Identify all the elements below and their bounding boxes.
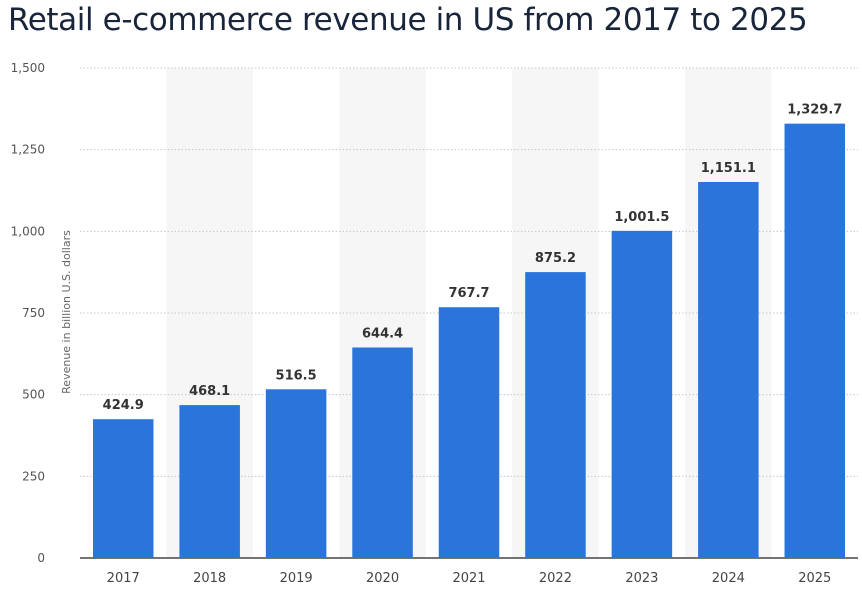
bars <box>92 123 846 559</box>
chart-title: Retail e-commerce revenue in US from 201… <box>8 2 808 38</box>
x-axis-labels: 2017 2018 2019 2020 2021 2022 2023 2024 2025 <box>107 571 832 586</box>
bar-2024 <box>698 181 759 558</box>
bar-2020 <box>352 347 413 558</box>
data-label: 644.4 <box>362 326 403 341</box>
x-tick-label: 2017 <box>107 571 140 586</box>
x-tick-label: 2025 <box>798 571 831 586</box>
data-label: 1,151.1 <box>701 161 756 176</box>
bar-2019 <box>265 389 327 558</box>
y-tick-label: 250 <box>22 469 45 483</box>
data-label: 767.7 <box>448 286 489 301</box>
data-label: 1,001.5 <box>614 210 669 225</box>
y-axis-title: Revenue in billion U.S. dollars <box>60 230 73 394</box>
y-tick-label: 1,500 <box>11 61 45 75</box>
bar-2021 <box>438 307 500 558</box>
data-label: 424.9 <box>103 398 144 413</box>
bar-2022 <box>525 272 586 558</box>
data-label: 1,329.7 <box>787 103 842 118</box>
data-label: 468.1 <box>189 384 230 399</box>
bar-2017 <box>92 419 154 558</box>
bar-2018 <box>179 405 240 558</box>
x-tick-label: 2020 <box>366 571 399 586</box>
x-tick-label: 2023 <box>625 571 658 586</box>
x-tick-label: 2022 <box>539 571 572 586</box>
x-tick-label: 2018 <box>193 571 226 586</box>
data-label: 516.5 <box>276 368 317 383</box>
data-labels: 424.9 468.1 516.5 644.4 767.7 875.2 1,001.5 1,1… <box>103 103 843 414</box>
y-tick-label: 750 <box>22 306 45 320</box>
y-tick-label: 1,000 <box>11 224 45 238</box>
y-tick-label: 1,250 <box>11 143 45 157</box>
bar-2025 <box>784 123 846 558</box>
y-axis-ticks: 0 250 500 750 1,000 1,250 1,500 <box>11 61 45 565</box>
x-tick-label: 2024 <box>712 571 745 586</box>
x-tick-label: 2021 <box>452 571 485 586</box>
data-label: 875.2 <box>535 251 576 266</box>
x-tick-label: 2019 <box>280 571 313 586</box>
y-tick-label: 500 <box>22 388 45 402</box>
y-tick-label: 0 <box>37 551 45 565</box>
bar-2023 <box>611 230 673 559</box>
